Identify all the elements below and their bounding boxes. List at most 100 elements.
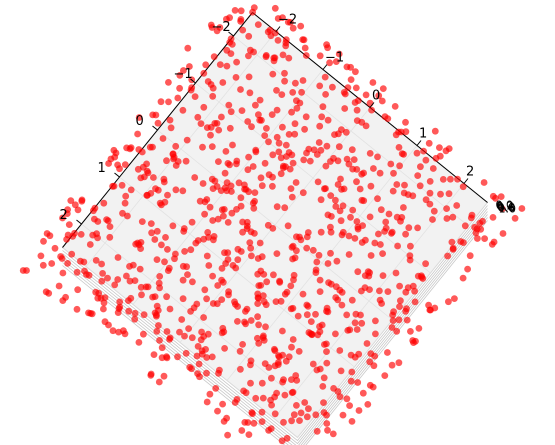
- scatter-point: [374, 153, 381, 161]
- scatter-point: [226, 124, 234, 132]
- scatter-point: [127, 294, 135, 302]
- scatter-point: [396, 162, 403, 170]
- scatter-point: [118, 181, 126, 189]
- scatter-point: [114, 161, 121, 169]
- scatter-point: [189, 278, 196, 286]
- y-tick-label: 1: [98, 161, 106, 176]
- scatter-point: [203, 398, 211, 406]
- scatter-point: [273, 106, 281, 114]
- scatter-point: [316, 365, 324, 373]
- scatter-point: [262, 323, 269, 331]
- scatter-point: [199, 180, 207, 187]
- scatter-point: [127, 144, 135, 152]
- scatter-point: [254, 313, 261, 321]
- scatter-point: [301, 44, 309, 52]
- scatter-point: [245, 73, 253, 81]
- scatter-point: [451, 295, 458, 302]
- scatter-point: [348, 418, 356, 425]
- scatter-point: [271, 345, 278, 353]
- scatter-point: [276, 277, 283, 285]
- scatter-point: [296, 99, 304, 107]
- scatter-point: [233, 58, 241, 66]
- scatter-point: [235, 179, 243, 187]
- scatter-point: [332, 196, 339, 204]
- scatter-point: [150, 351, 158, 358]
- scatter-point: [337, 367, 345, 375]
- scatter-point: [265, 138, 272, 146]
- scatter-point: [121, 330, 129, 338]
- scatter-point: [274, 361, 282, 368]
- scatter-point: [427, 306, 434, 314]
- scatter-point: [208, 143, 216, 151]
- scatter-point: [375, 92, 383, 100]
- scatter-point: [259, 292, 267, 300]
- scatter-point: [449, 213, 457, 221]
- scatter-point: [303, 413, 311, 421]
- scatter-point: [289, 304, 297, 312]
- scatter-point: [243, 225, 251, 233]
- scatter-point: [275, 139, 283, 147]
- scatter-point: [343, 395, 351, 403]
- scatter-point: [180, 227, 188, 235]
- scatter-point: [186, 63, 193, 70]
- scatter-point: [356, 185, 364, 193]
- scatter-point: [202, 61, 210, 69]
- scatter-point: [338, 185, 345, 193]
- scatter-point: [219, 324, 227, 332]
- scatter-point: [153, 302, 161, 310]
- scatter-point: [313, 427, 321, 435]
- scatter-point: [281, 69, 288, 77]
- scatter-point: [228, 188, 235, 195]
- pane-wall-edge: [62, 217, 488, 445]
- scatter-point: [158, 354, 166, 362]
- scatter-point: [282, 36, 290, 44]
- scatter-point: [417, 163, 424, 171]
- scatter-point: [73, 305, 81, 313]
- scatter-point: [169, 150, 177, 158]
- scatter-point: [360, 169, 367, 177]
- z-tick-label: 0.4: [497, 200, 515, 213]
- y-tick-mark: [190, 78, 196, 84]
- scatter-point: [322, 162, 330, 170]
- scatter-point: [301, 399, 309, 406]
- scatter-point: [326, 59, 333, 67]
- scatter-point: [91, 215, 98, 223]
- scatter-point: [409, 337, 417, 344]
- scatter-point: [492, 194, 499, 202]
- scatter-point: [384, 349, 391, 356]
- scatter-point: [263, 124, 270, 132]
- x-tick-label: 0: [372, 89, 380, 104]
- scatter-point: [215, 126, 223, 134]
- scatter-point: [363, 340, 371, 347]
- scatter-point: [320, 399, 327, 406]
- scatter-point: [459, 183, 467, 191]
- scatter-point: [377, 241, 384, 248]
- scatter-point: [156, 337, 163, 344]
- scatter-point: [194, 343, 202, 350]
- scatter-point: [324, 211, 332, 219]
- scatter-point: [299, 290, 307, 298]
- tick-labels: −2 −1 0 1 2 −2 −1 0 1 2 0.00.20.40.60.81.0: [60, 13, 516, 225]
- scatter-point: [366, 213, 374, 221]
- scatter-point: [394, 242, 401, 250]
- scatter-point: [164, 267, 172, 274]
- scatter-point: [90, 207, 97, 215]
- scatter-point: [74, 286, 82, 294]
- scatter-point: [351, 319, 359, 327]
- scatter-point: [286, 165, 294, 173]
- scatter-point: [422, 260, 429, 268]
- scatter-point: [353, 178, 360, 186]
- scatter-point: [305, 405, 312, 413]
- scatter-point: [163, 293, 171, 301]
- x-tick-mark: [463, 178, 469, 184]
- scatter-point: [220, 212, 227, 220]
- scatter-point: [134, 130, 142, 138]
- scatter-point: [299, 189, 307, 197]
- scatter-point: [193, 300, 201, 308]
- scatter-point: [59, 297, 67, 304]
- scatter-point: [362, 91, 370, 99]
- scatter-point: [215, 158, 222, 166]
- scatter-point: [252, 394, 260, 402]
- scatter-point: [402, 128, 410, 136]
- scatter-point: [388, 361, 396, 369]
